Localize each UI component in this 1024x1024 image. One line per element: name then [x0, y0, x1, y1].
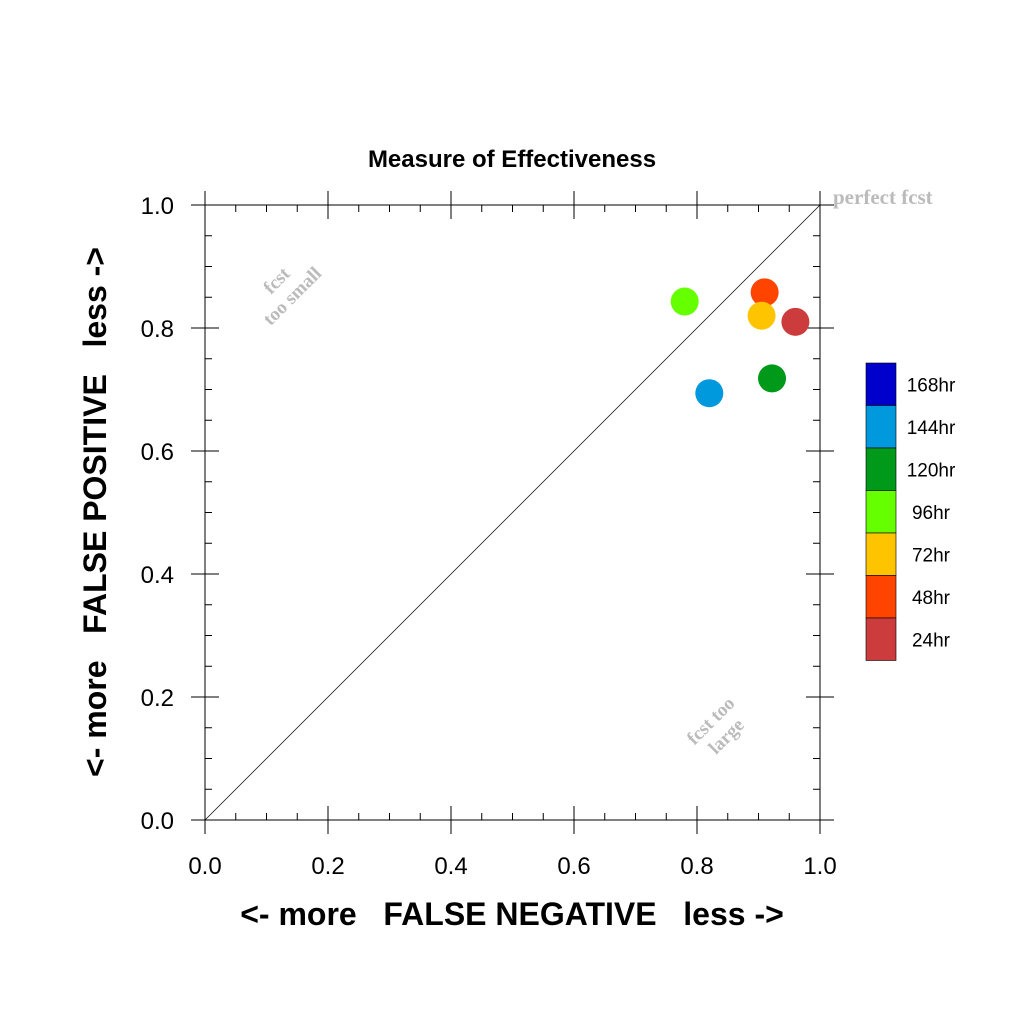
point-144hr: [695, 379, 724, 408]
y-tick-label: 0.6: [141, 439, 174, 466]
legend-swatch-168hr: [865, 362, 897, 406]
too-large-annotation: fcst too large: [683, 693, 749, 759]
x-tick-label: 0.2: [311, 853, 344, 880]
chart-title: Measure of Effectiveness: [368, 146, 656, 173]
x-tick-label: 0.4: [434, 853, 467, 880]
data-points: [670, 278, 810, 408]
point-72hr: [747, 301, 776, 330]
y-tick-label: 0.8: [141, 316, 174, 343]
y-tick-label: 1.0: [141, 193, 174, 220]
legend-swatch-48hr: [865, 575, 897, 619]
y-tick-label: 0.2: [141, 685, 174, 712]
x-tick-label: 0.6: [557, 853, 590, 880]
too-small-annotation: fcst too small: [259, 263, 326, 330]
point-120hr: [758, 364, 787, 393]
x-tick-label: 0.0: [188, 853, 221, 880]
point-48hr: [750, 278, 779, 307]
y-tick-label: 0.4: [141, 562, 174, 589]
legend-label-72hr: 72hr: [912, 545, 951, 566]
axis-ticks: [191, 191, 834, 834]
y-tick-labels: 0.0 0.2 0.4 0.6 0.8 1.0: [141, 193, 174, 835]
legend-swatch-144hr: [865, 405, 897, 449]
point-24hr: [781, 307, 810, 336]
legend-label-48hr: 48hr: [912, 588, 951, 609]
x-axis-label: <- more FALSE NEGATIVE less ->: [240, 896, 784, 932]
legend-label-168hr: 168hr: [907, 375, 956, 396]
point-96hr: [670, 287, 699, 316]
legend-swatch-96hr: [865, 490, 897, 534]
x-tick-label: 0.8: [680, 853, 713, 880]
legend: 168hr 144hr 120hr 96hr 72hr 48hr 24hr: [865, 362, 956, 661]
legend-label-24hr: 24hr: [912, 630, 951, 651]
x-tick-label: 1.0: [803, 853, 836, 880]
legend-swatch-72hr: [865, 532, 897, 576]
perfect-forecast-label: perfect fcst: [833, 185, 933, 209]
diagonal-line: [204, 204, 821, 821]
legend-label-120hr: 120hr: [907, 460, 956, 481]
legend-label-144hr: 144hr: [907, 418, 956, 439]
legend-swatch-120hr: [865, 447, 897, 491]
y-tick-label: 0.0: [141, 808, 174, 835]
legend-swatch-24hr: [865, 617, 897, 661]
y-axis-label: <- more FALSE POSITIVE less ->: [77, 247, 113, 777]
x-tick-labels: 0.0 0.2 0.4 0.6 0.8 1.0: [188, 853, 836, 880]
legend-label-96hr: 96hr: [912, 503, 951, 524]
